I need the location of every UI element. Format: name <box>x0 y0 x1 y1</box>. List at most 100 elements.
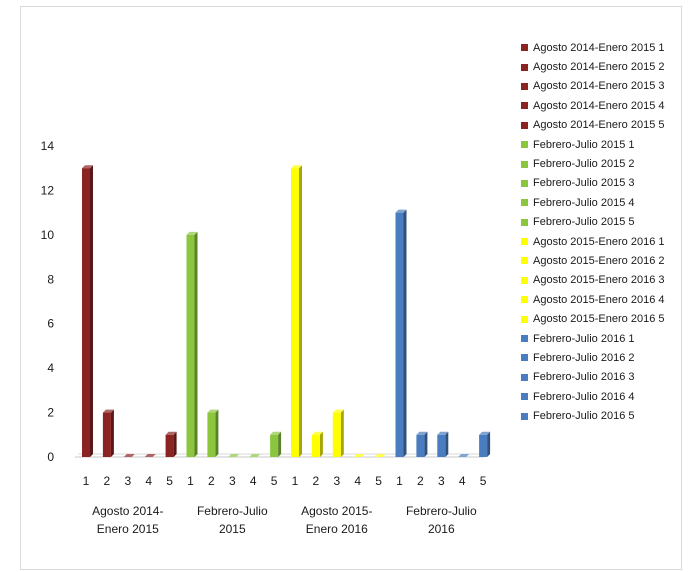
x-tick-label: 4 <box>145 474 152 488</box>
legend-label: Febrero-Julio 2016 5 <box>533 410 635 423</box>
legend-item: Febrero-Julio 2015 2 <box>521 154 686 173</box>
bar-side <box>403 209 407 457</box>
bar-top <box>270 431 282 435</box>
bar <box>186 234 195 457</box>
legend-item: Agosto 2015-Enero 2016 3 <box>521 271 686 290</box>
legend-item: Agosto 2015-Enero 2016 1 <box>521 232 686 251</box>
group-label: 2015 <box>219 522 246 536</box>
bar <box>270 434 279 457</box>
legend-item: Febrero-Julio 2015 3 <box>521 174 686 193</box>
bar-top <box>332 409 344 413</box>
x-tick-label: 1 <box>187 474 194 488</box>
x-tick-label: 4 <box>354 474 361 488</box>
legend-swatch <box>521 63 528 71</box>
legend-item: Agosto 2014-Enero 2015 5 <box>521 116 686 135</box>
legend-item: Agosto 2015-Enero 2016 4 <box>521 290 686 309</box>
x-tick-label: 3 <box>124 474 131 488</box>
legend-swatch <box>521 238 528 246</box>
x-tick-label: 5 <box>271 474 278 488</box>
legend-item: Febrero-Julio 2015 1 <box>521 135 686 154</box>
x-tick-label: 5 <box>480 474 487 488</box>
legend-swatch <box>521 296 528 304</box>
x-tick-label: 1 <box>292 474 299 488</box>
y-tick-label: 12 <box>41 183 55 197</box>
x-tick-label: 4 <box>250 474 257 488</box>
bar-side <box>487 431 491 457</box>
legend-label: Febrero-Julio 2015 3 <box>533 177 635 190</box>
legend-label: Febrero-Julio 2016 3 <box>533 371 635 384</box>
legend-swatch <box>521 44 528 52</box>
bar-side <box>173 431 177 457</box>
x-tick-label: 1 <box>83 474 90 488</box>
legend-item: Febrero-Julio 2016 2 <box>521 348 686 367</box>
chart-legend: Agosto 2014-Enero 2015 1 Agosto 2014-Ener… <box>521 38 686 426</box>
bar-side <box>424 431 428 457</box>
x-tick-label: 3 <box>333 474 340 488</box>
bar-top <box>123 454 135 457</box>
legend-swatch <box>521 257 528 265</box>
legend-label: Agosto 2014-Enero 2015 5 <box>533 119 665 132</box>
bar-side <box>319 431 323 457</box>
legend-label: Agosto 2015-Enero 2016 2 <box>533 254 665 267</box>
bar-side <box>194 231 198 457</box>
legend-swatch <box>521 218 528 226</box>
legend-label: Agosto 2015-Enero 2016 4 <box>533 293 665 306</box>
bar-side <box>110 409 114 457</box>
legend-label: Agosto 2014-Enero 2015 1 <box>533 41 665 54</box>
legend-item: Febrero-Julio 2015 5 <box>521 213 686 232</box>
legend-swatch <box>521 121 528 129</box>
legend-item: Agosto 2015-Enero 2016 5 <box>521 309 686 328</box>
bar-side <box>299 165 302 457</box>
legend-swatch <box>521 199 528 207</box>
group-label: 2016 <box>428 522 455 536</box>
bar-top <box>353 454 365 457</box>
x-tick-label: 5 <box>375 474 382 488</box>
legend-item: Febrero-Julio 2016 4 <box>521 387 686 406</box>
x-tick-label: 4 <box>459 474 466 488</box>
legend-label: Febrero-Julio 2016 2 <box>533 351 635 364</box>
legend-item: Febrero-Julio 2016 1 <box>521 329 686 348</box>
bar-side <box>445 431 449 457</box>
legend-label: Agosto 2015-Enero 2016 1 <box>533 235 665 248</box>
x-tick-label: 2 <box>313 474 320 488</box>
bar-top <box>479 431 491 435</box>
y-tick-label: 8 <box>47 272 54 286</box>
group-label: Febrero-Julio <box>197 504 268 518</box>
bar-side <box>215 409 219 457</box>
x-tick-label: 1 <box>396 474 403 488</box>
legend-swatch <box>521 102 528 110</box>
bar <box>437 434 446 457</box>
bar-top <box>249 454 261 457</box>
legend-label: Febrero-Julio 2015 1 <box>533 138 635 151</box>
y-tick-label: 10 <box>41 228 55 242</box>
legend-swatch <box>521 160 528 168</box>
x-tick-label: 5 <box>166 474 173 488</box>
group-label: Enero 2015 <box>97 522 159 536</box>
group-label: Agosto 2014- <box>92 504 163 518</box>
x-tick-label: 2 <box>104 474 111 488</box>
legend-item: Febrero-Julio 2016 3 <box>521 368 686 387</box>
legend-label: Febrero-Julio 2015 4 <box>533 196 635 209</box>
y-tick-label: 4 <box>47 361 54 375</box>
bar <box>82 168 90 457</box>
legend-label: Agosto 2014-Enero 2015 4 <box>533 99 665 112</box>
legend-label: Agosto 2015-Enero 2016 5 <box>533 313 665 326</box>
bar <box>311 434 320 457</box>
y-tick-label: 0 <box>47 450 54 464</box>
bar-top <box>228 454 240 457</box>
bar-side <box>90 165 93 457</box>
y-tick-label: 14 <box>41 139 55 153</box>
legend-label: Agosto 2014-Enero 2015 2 <box>533 61 665 74</box>
legend-item: Agosto 2014-Enero 2015 3 <box>521 77 686 96</box>
bar-top <box>207 409 219 413</box>
chart-area <box>20 6 682 570</box>
legend-item: Agosto 2014-Enero 2015 1 <box>521 38 686 57</box>
legend-label: Agosto 2015-Enero 2016 3 <box>533 274 665 287</box>
bar <box>102 412 111 457</box>
x-tick-label: 3 <box>438 474 445 488</box>
bar-top <box>416 431 428 435</box>
x-tick-label: 2 <box>208 474 215 488</box>
bar-top <box>186 231 198 235</box>
legend-swatch <box>521 354 528 362</box>
bar-top <box>458 454 470 457</box>
